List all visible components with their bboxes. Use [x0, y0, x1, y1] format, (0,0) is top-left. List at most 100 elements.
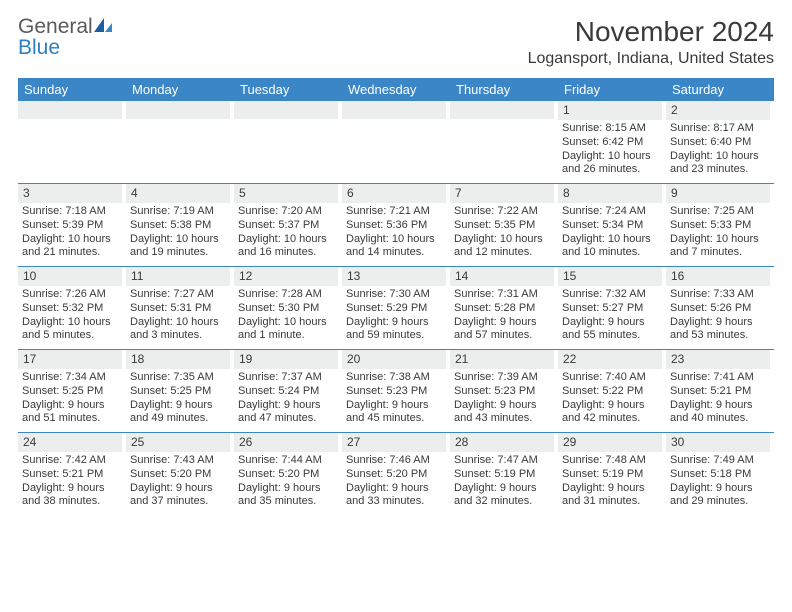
- sunrise-text: Sunrise: 7:41 AM: [670, 371, 768, 385]
- day-info: Sunrise: 7:25 AMSunset: 5:33 PMDaylight:…: [666, 205, 770, 262]
- sunset-text: Sunset: 5:39 PM: [22, 219, 120, 233]
- day-info: Sunrise: 8:15 AMSunset: 6:42 PMDaylight:…: [558, 122, 662, 179]
- sunset-text: Sunset: 5:38 PM: [130, 219, 228, 233]
- day-info: Sunrise: 7:48 AMSunset: 5:19 PMDaylight:…: [558, 454, 662, 511]
- day-cell: 18Sunrise: 7:35 AMSunset: 5:25 PMDayligh…: [126, 350, 234, 432]
- day-number: 22: [558, 350, 662, 369]
- day-number: 26: [234, 433, 338, 452]
- daylight-text: Daylight: 9 hours and 57 minutes.: [454, 316, 552, 344]
- day-cell: [18, 101, 126, 183]
- sunset-text: Sunset: 5:29 PM: [346, 302, 444, 316]
- day-number: 29: [558, 433, 662, 452]
- day-info: Sunrise: 7:33 AMSunset: 5:26 PMDaylight:…: [666, 288, 770, 345]
- day-number: 4: [126, 184, 230, 203]
- sunset-text: Sunset: 5:35 PM: [454, 219, 552, 233]
- sunset-text: Sunset: 5:28 PM: [454, 302, 552, 316]
- sunset-text: Sunset: 6:42 PM: [562, 136, 660, 150]
- day-cell: 12Sunrise: 7:28 AMSunset: 5:30 PMDayligh…: [234, 267, 342, 349]
- day-cell: 3Sunrise: 7:18 AMSunset: 5:39 PMDaylight…: [18, 184, 126, 266]
- day-info: Sunrise: 7:46 AMSunset: 5:20 PMDaylight:…: [342, 454, 446, 511]
- sunrise-text: Sunrise: 7:48 AM: [562, 454, 660, 468]
- sunrise-text: Sunrise: 7:39 AM: [454, 371, 552, 385]
- day-number: 10: [18, 267, 122, 286]
- day-cell: 20Sunrise: 7:38 AMSunset: 5:23 PMDayligh…: [342, 350, 450, 432]
- brand-word-2: Blue: [18, 36, 60, 59]
- day-info: Sunrise: 7:34 AMSunset: 5:25 PMDaylight:…: [18, 371, 122, 428]
- sunset-text: Sunset: 5:25 PM: [130, 385, 228, 399]
- day-number: 1: [558, 101, 662, 120]
- daylight-text: Daylight: 10 hours and 12 minutes.: [454, 233, 552, 261]
- day-number: 6: [342, 184, 446, 203]
- daylight-text: Daylight: 9 hours and 37 minutes.: [130, 482, 228, 510]
- day-cell: 29 Sunrise: 7:48 AMSunset: 5:19 PMDayligh…: [558, 433, 666, 515]
- day-cell: [234, 101, 342, 183]
- day-number: 15: [558, 267, 662, 286]
- sunset-text: Sunset: 5:34 PM: [562, 219, 660, 233]
- sunrise-text: Sunrise: 7:37 AM: [238, 371, 336, 385]
- sunrise-text: Sunrise: 7:46 AM: [346, 454, 444, 468]
- day-number: [342, 101, 446, 119]
- day-info: Sunrise: 7:43 AMSunset: 5:20 PMDaylight:…: [126, 454, 230, 511]
- sunrise-text: Sunrise: 7:40 AM: [562, 371, 660, 385]
- day-cell: 30Sunrise: 7:49 AMSunset: 5:18 PMDayligh…: [666, 433, 774, 515]
- day-cell: 26Sunrise: 7:44 AMSunset: 5:20 PMDayligh…: [234, 433, 342, 515]
- sunrise-text: Sunrise: 7:22 AM: [454, 205, 552, 219]
- day-info: Sunrise: 7:30 AMSunset: 5:29 PMDaylight:…: [342, 288, 446, 345]
- sunrise-text: Sunrise: 7:44 AM: [238, 454, 336, 468]
- day-cell: 11Sunrise: 7:27 AMSunset: 5:31 PMDayligh…: [126, 267, 234, 349]
- day-cell: 17Sunrise: 7:34 AMSunset: 5:25 PMDayligh…: [18, 350, 126, 432]
- weekday-header: Monday: [126, 78, 234, 101]
- day-cell: 4Sunrise: 7:19 AMSunset: 5:38 PMDaylight…: [126, 184, 234, 266]
- day-cell: 9Sunrise: 7:25 AMSunset: 5:33 PMDaylight…: [666, 184, 774, 266]
- sunrise-text: Sunrise: 7:34 AM: [22, 371, 120, 385]
- sunrise-text: Sunrise: 7:42 AM: [22, 454, 120, 468]
- week-row: 10Sunrise: 7:26 AMSunset: 5:32 PMDayligh…: [18, 266, 774, 349]
- day-number: 28: [450, 433, 554, 452]
- weeks-container: 1 Sunrise: 8:15 AMSunset: 6:42 PMDaylight…: [18, 101, 774, 515]
- daylight-text: Daylight: 9 hours and 53 minutes.: [670, 316, 768, 344]
- day-number: 25: [126, 433, 230, 452]
- daylight-text: Daylight: 10 hours and 26 minutes.: [562, 150, 660, 178]
- day-number: 27: [342, 433, 446, 452]
- sunrise-text: Sunrise: 7:30 AM: [346, 288, 444, 302]
- day-cell: 27 Sunrise: 7:46 AMSunset: 5:20 PMDayligh…: [342, 433, 450, 515]
- location-subtitle: Logansport, Indiana, United States: [528, 50, 774, 68]
- day-number: [234, 101, 338, 119]
- daylight-text: Daylight: 10 hours and 21 minutes.: [22, 233, 120, 261]
- daylight-text: Daylight: 9 hours and 45 minutes.: [346, 399, 444, 427]
- sunrise-text: Sunrise: 7:20 AM: [238, 205, 336, 219]
- sunrise-text: Sunrise: 7:25 AM: [670, 205, 768, 219]
- sunrise-text: Sunrise: 7:27 AM: [130, 288, 228, 302]
- daylight-text: Daylight: 10 hours and 19 minutes.: [130, 233, 228, 261]
- daylight-text: Daylight: 9 hours and 59 minutes.: [346, 316, 444, 344]
- sunrise-text: Sunrise: 7:33 AM: [670, 288, 768, 302]
- brand-text: General Blue: [18, 16, 113, 58]
- sunset-text: Sunset: 5:26 PM: [670, 302, 768, 316]
- daylight-text: Daylight: 10 hours and 3 minutes.: [130, 316, 228, 344]
- day-number: 20: [342, 350, 446, 369]
- day-cell: 5Sunrise: 7:20 AMSunset: 5:37 PMDaylight…: [234, 184, 342, 266]
- brand-logo: General Blue: [18, 16, 113, 58]
- day-number: 5: [234, 184, 338, 203]
- daylight-text: Daylight: 10 hours and 7 minutes.: [670, 233, 768, 261]
- daylight-text: Daylight: 10 hours and 14 minutes.: [346, 233, 444, 261]
- day-cell: [126, 101, 234, 183]
- day-cell: 8Sunrise: 7:24 AMSunset: 5:34 PMDaylight…: [558, 184, 666, 266]
- daylight-text: Daylight: 9 hours and 55 minutes.: [562, 316, 660, 344]
- day-cell: 23Sunrise: 7:41 AMSunset: 5:21 PMDayligh…: [666, 350, 774, 432]
- day-info: Sunrise: 7:42 AMSunset: 5:21 PMDaylight:…: [18, 454, 122, 511]
- day-number: [18, 101, 122, 119]
- weekday-header: Tuesday: [234, 78, 342, 101]
- daylight-text: Daylight: 9 hours and 38 minutes.: [22, 482, 120, 510]
- weekday-header: Friday: [558, 78, 666, 101]
- daylight-text: Daylight: 9 hours and 49 minutes.: [130, 399, 228, 427]
- sunrise-text: Sunrise: 7:28 AM: [238, 288, 336, 302]
- daylight-text: Daylight: 9 hours and 51 minutes.: [22, 399, 120, 427]
- sunrise-text: Sunrise: 7:47 AM: [454, 454, 552, 468]
- week-row: 3Sunrise: 7:18 AMSunset: 5:39 PMDaylight…: [18, 183, 774, 266]
- day-cell: [342, 101, 450, 183]
- day-info: Sunrise: 8:17 AMSunset: 6:40 PMDaylight:…: [666, 122, 770, 179]
- week-row: 17Sunrise: 7:34 AMSunset: 5:25 PMDayligh…: [18, 349, 774, 432]
- day-cell: 7Sunrise: 7:22 AMSunset: 5:35 PMDaylight…: [450, 184, 558, 266]
- day-info: Sunrise: 7:22 AMSunset: 5:35 PMDaylight:…: [450, 205, 554, 262]
